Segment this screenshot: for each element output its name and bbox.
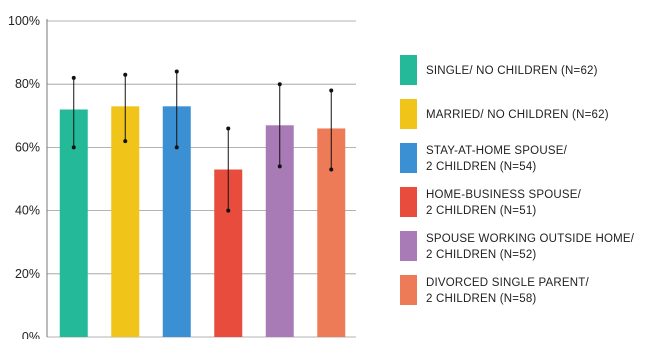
error-bar-cap-high — [123, 72, 128, 77]
bars — [59, 106, 346, 337]
legend-swatch — [400, 275, 417, 305]
error-bars — [71, 69, 334, 213]
legend-item-home-business: HOME-BUSINESS SPOUSE/ 2 CHILDREN (N=51) — [400, 187, 581, 219]
error-bar-cap-low — [71, 145, 76, 150]
legend-item-divorced: DIVORCED SINGLE PARENT/ 2 CHILDREN (N=58… — [400, 275, 589, 307]
legend-swatch — [400, 231, 417, 261]
y-tick-label: 60% — [15, 140, 40, 154]
legend-swatch — [400, 143, 417, 173]
legend-item-single: SINGLE/ NO CHILDREN (N=62) — [400, 55, 598, 85]
bar — [111, 106, 140, 337]
gridlines — [47, 20, 356, 338]
legend-item-married: MARRIED/ NO CHILDREN (N=62) — [400, 99, 609, 129]
legend-label: HOME-BUSINESS SPOUSE/ 2 CHILDREN (N=51) — [426, 189, 582, 217]
error-bar-cap-high — [71, 75, 76, 80]
error-bar-cap-high — [277, 82, 282, 87]
error-bar-cap-high — [226, 126, 231, 131]
error-bar-cap-low — [277, 164, 282, 169]
legend-label: DIVORCED SINGLE PARENT/ 2 CHILDREN (N=58… — [426, 277, 589, 305]
legend-label: MARRIED/ NO CHILDREN (N=62) — [426, 109, 609, 121]
legend-label: STAY-AT-HOME SPOUSE/ 2 CHILDREN (N=54) — [426, 145, 567, 173]
legend-swatch — [400, 99, 417, 129]
legend-swatch — [400, 55, 417, 85]
legend-label: SINGLE/ NO CHILDREN (N=62) — [426, 65, 598, 77]
y-tick-label: 0% — [22, 330, 40, 339]
error-bar-cap-low — [329, 167, 334, 172]
error-bar-cap-low — [226, 208, 231, 213]
y-tick-label: 40% — [15, 204, 40, 218]
legend-item-working-outside: SPOUSE WORKING OUTSIDE HOME/ 2 CHILDREN … — [400, 231, 634, 263]
legend-swatch — [400, 187, 417, 217]
y-tick-label: 100% — [8, 14, 40, 28]
y-axis: 0% 20% 40% 60% 80% 100% — [8, 14, 48, 339]
error-bar-cap-low — [174, 145, 179, 150]
legend-item-stay-at-home: STAY-AT-HOME SPOUSE/ 2 CHILDREN (N=54) — [400, 143, 567, 175]
error-bar-cap-high — [174, 69, 179, 74]
legend-label: SPOUSE WORKING OUTSIDE HOME/ 2 CHILDREN … — [426, 233, 635, 261]
y-tick-label: 20% — [15, 267, 40, 281]
y-tick-label: 80% — [15, 77, 40, 91]
error-bar-cap-low — [123, 139, 128, 144]
error-bar-cap-high — [329, 88, 334, 93]
